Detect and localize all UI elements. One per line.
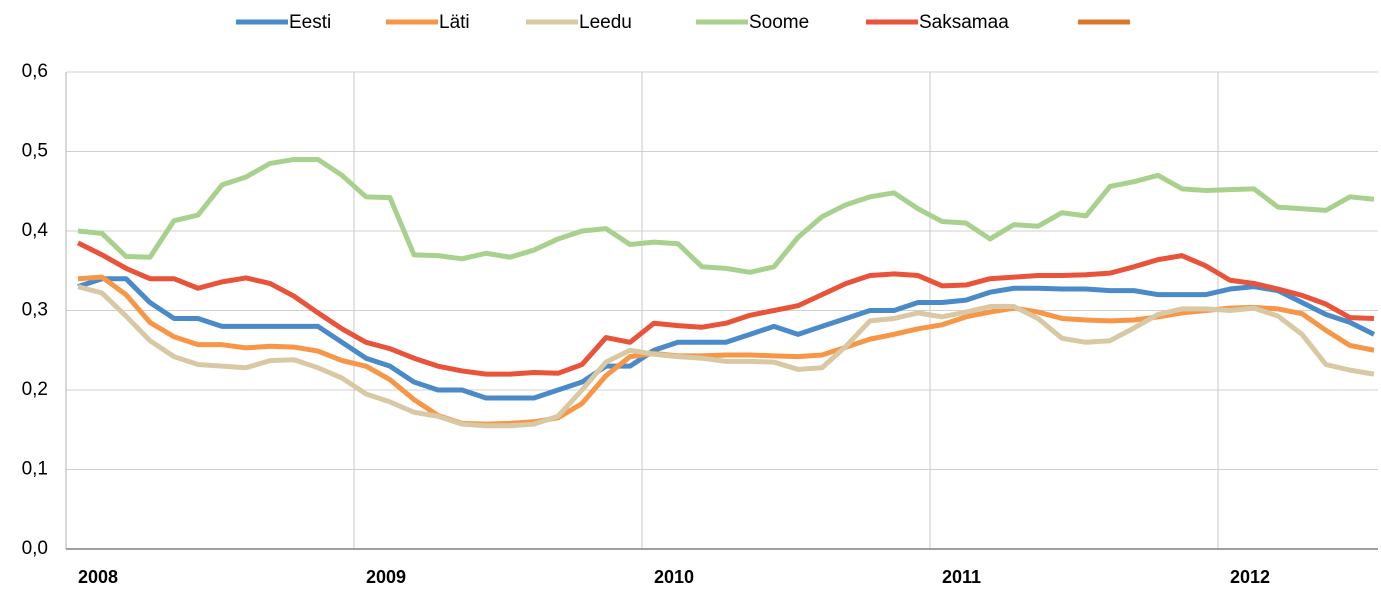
series-line [77,276,1376,401]
y-tick-label: 0,4 [22,220,49,241]
y-tick-label: 0,5 [22,141,48,162]
y-tick-label: 0,2 [22,379,48,400]
y-tick-label: 0,3 [22,300,48,321]
y-tick-label: 0,1 [22,459,48,480]
x-tick-label: 2009 [366,567,406,587]
legend-label: Läti [439,12,470,33]
legend-label: Eesti [289,12,331,33]
series-line [77,284,1375,429]
x-tick-label: 2011 [942,567,981,587]
x-tick-label: 2012 [1230,567,1270,587]
x-tick-label: 2010 [654,567,694,587]
legend-label: Saksamaa [919,12,1009,33]
legend-label: Soome [749,12,809,33]
y-tick-label: 0,6 [22,61,48,82]
series-line [77,156,1375,275]
series-line [76,240,1375,377]
x-tick-label: 2008 [78,567,118,587]
y-tick-label: 0,0 [22,538,48,559]
series-line [77,274,1375,427]
legend-label: Leedu [579,12,632,33]
